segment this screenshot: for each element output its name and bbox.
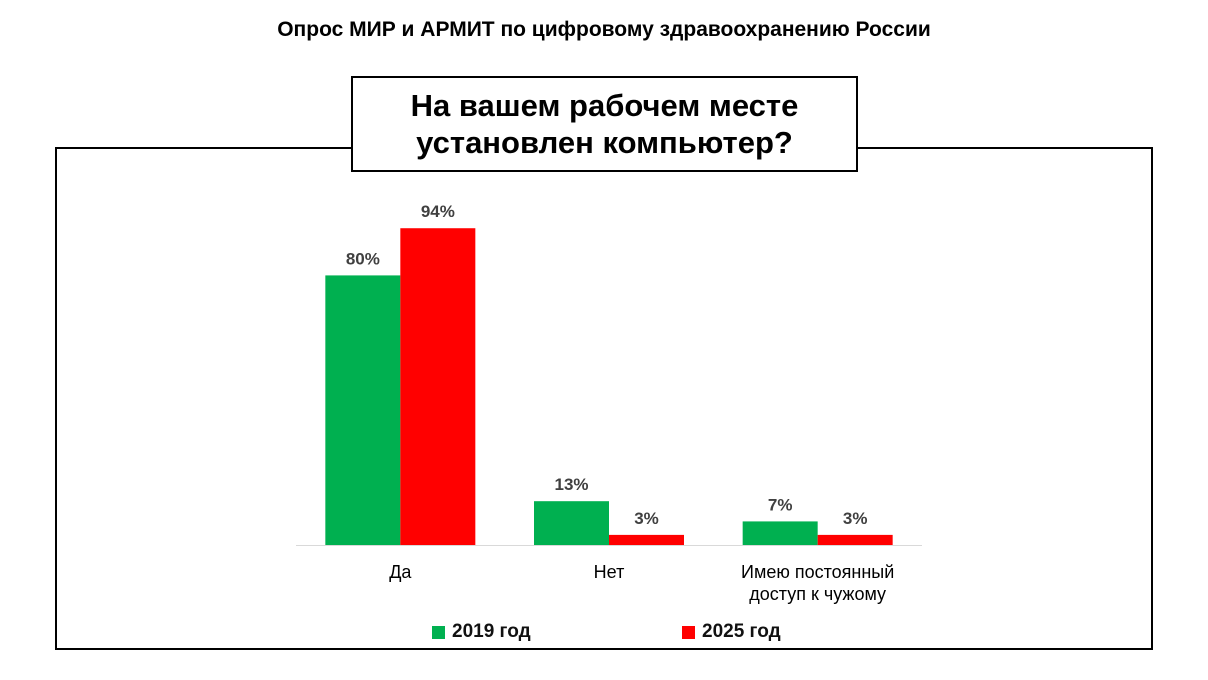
- data-label-2025-2: 3%: [843, 509, 868, 528]
- bar-2025-0: [400, 228, 476, 545]
- legend-item-2019: 2019 год: [432, 621, 531, 643]
- data-label-2025-1: 3%: [634, 509, 659, 528]
- data-label-2019-0: 80%: [346, 249, 380, 268]
- bar-2019-2: [742, 521, 818, 545]
- bar-2019-1: [534, 501, 609, 545]
- bar-2019-0: [325, 275, 401, 545]
- legend-swatch-2025: [682, 625, 695, 639]
- legend-item-2025: 2025 год: [682, 621, 781, 643]
- category-label-0: Да: [389, 562, 412, 582]
- page-title: Опрос МИР и АРМИТ по цифровому здравоохр…: [277, 18, 931, 41]
- legend-label-2025: 2025 год: [702, 621, 781, 642]
- chart-title: На вашем рабочем месте установлен компью…: [351, 76, 858, 172]
- legend-swatch-2019: [432, 625, 445, 639]
- legend-label-2019: 2019 год: [452, 621, 531, 642]
- category-label-2: Имею постоянный доступ к чужому: [741, 562, 894, 604]
- bar-2025-2: [817, 534, 893, 545]
- bar-2025-1: [609, 534, 684, 545]
- data-label-2019-1: 13%: [554, 475, 588, 494]
- data-label-2025-0: 94%: [421, 202, 455, 221]
- data-label-2019-2: 7%: [768, 495, 793, 514]
- category-label-1: Нет: [594, 562, 625, 582]
